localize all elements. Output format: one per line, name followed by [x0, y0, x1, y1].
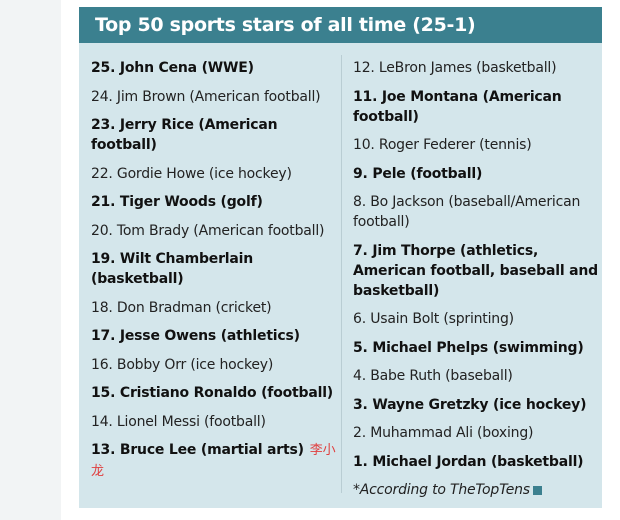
ranking-item: 7. Jim Thorpe (athletics, American footb…: [353, 241, 598, 301]
ranking-item: 24. Jim Brown (American football): [91, 87, 336, 107]
ranking-text: 17. Jesse Owens (athletics): [91, 328, 300, 344]
ranking-text: 11. Joe Montana (American football): [353, 88, 562, 125]
ranking-text: 14. Lionel Messi (football): [91, 413, 266, 430]
ranking-text: 16. Bobby Orr (ice hockey): [91, 356, 274, 373]
ranking-text: 8. Bo Jackson (baseball/American footbal…: [353, 194, 581, 230]
ranking-item: 15. Cristiano Ronaldo (football): [91, 383, 336, 403]
card-title: Top 50 sports stars of all time (25-1): [79, 7, 602, 43]
ranking-item: 3. Wayne Gretzky (ice hockey): [353, 395, 598, 415]
ranking-item: 21. Tiger Woods (golf): [91, 192, 336, 212]
ranking-item: 23. Jerry Rice (American football): [91, 115, 336, 155]
ranking-text: 3. Wayne Gretzky (ice hockey): [353, 396, 587, 413]
ranking-item: 4. Babe Ruth (baseball): [353, 366, 598, 386]
ranking-text: 6. Usain Bolt (sprinting): [353, 311, 514, 327]
ranking-text: 2. Muhammad Ali (boxing): [353, 425, 534, 441]
ranking-item: 1. Michael Jordan (basketball): [353, 452, 598, 472]
ranking-text: 20. Tom Brady (American football): [91, 222, 325, 239]
ranking-text: 15. Cristiano Ronaldo (football): [91, 385, 333, 401]
ranking-text: 5. Michael Phelps (swimming): [353, 339, 584, 356]
ranking-item: 20. Tom Brady (American football): [91, 221, 336, 241]
ranking-item: 6. Usain Bolt (sprinting): [353, 309, 598, 329]
ranking-item: 14. Lionel Messi (football): [91, 412, 336, 432]
ranking-item: 5. Michael Phelps (swimming): [353, 338, 598, 358]
ranking-item: 13. Bruce Lee (martial arts) 李小龙: [91, 440, 336, 482]
ranking-item: 16. Bobby Orr (ice hockey): [91, 355, 336, 375]
chinese-annotation: 李小龙: [91, 443, 336, 479]
page-margin: [0, 0, 61, 520]
left-column: 25. John Cena (WWE) 24. Jim Brown (Americ…: [91, 58, 336, 491]
right-column: 12. LeBron James (basketball) 11. Joe Mon…: [353, 58, 598, 509]
ranking-item: 12. LeBron James (basketball): [353, 58, 598, 78]
footnote: *According to TheTopTens: [353, 480, 598, 500]
ranking-text: 22. Gordie Howe (ice hockey): [91, 165, 292, 182]
ranking-text: 19. Wilt Chamberlain (basketball): [91, 251, 253, 287]
ranking-card: Top 50 sports stars of all time (25-1) 2…: [79, 7, 602, 508]
ranking-item: 25. John Cena (WWE): [91, 58, 336, 78]
ranking-text: 23. Jerry Rice (American football): [91, 117, 278, 153]
ranking-item: 10. Roger Federer (tennis): [353, 135, 598, 155]
ranking-text: 9. Pele (football): [353, 165, 483, 182]
ranking-text: 24. Jim Brown (American football): [91, 88, 321, 105]
ranking-text: 4. Babe Ruth (baseball): [353, 368, 513, 384]
ranking-text: 10. Roger Federer (tennis): [353, 137, 532, 153]
ranking-text: 7. Jim Thorpe (athletics, American footb…: [353, 242, 598, 299]
ranking-item: 17. Jesse Owens (athletics): [91, 326, 336, 346]
ranking-text: 12. LeBron James (basketball): [353, 60, 557, 76]
column-divider: [341, 55, 342, 493]
ranking-item: 22. Gordie Howe (ice hockey): [91, 164, 336, 184]
ranking-item: 19. Wilt Chamberlain (basketball): [91, 249, 336, 289]
ranking-item: 18. Don Bradman (cricket): [91, 298, 336, 318]
ranking-item: 9. Pele (football): [353, 164, 598, 184]
ranking-text: 13. Bruce Lee (martial arts): [91, 442, 304, 458]
ranking-item: 2. Muhammad Ali (boxing): [353, 423, 598, 443]
ranking-item: 8. Bo Jackson (baseball/American footbal…: [353, 192, 598, 232]
ranking-text: 25. John Cena (WWE): [91, 60, 254, 76]
footnote-text: *According to TheTopTens: [353, 482, 530, 498]
end-square-icon: [532, 485, 542, 495]
ranking-text: 1. Michael Jordan (basketball): [353, 453, 584, 470]
ranking-text: 21. Tiger Woods (golf): [91, 194, 263, 210]
ranking-item: 11. Joe Montana (American football): [353, 87, 598, 127]
ranking-text: 18. Don Bradman (cricket): [91, 299, 272, 316]
